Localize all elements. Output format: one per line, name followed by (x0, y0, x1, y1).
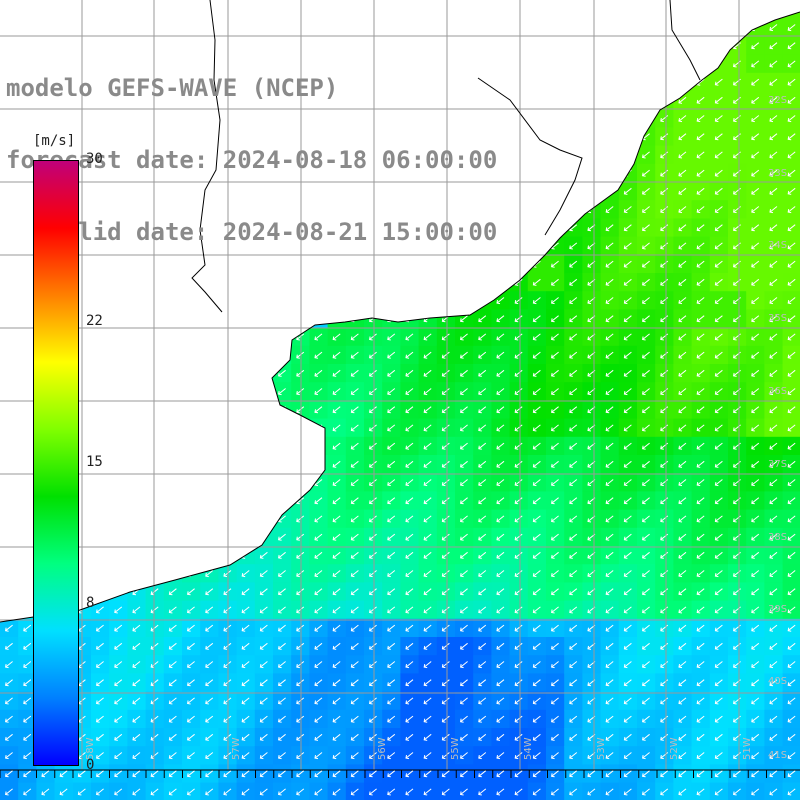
title-model: modelo GEFS-WAVE (NCEP) (6, 74, 339, 102)
wind-cell (782, 782, 800, 800)
lon-label: 52W (669, 737, 680, 760)
lon-label: 53W (596, 737, 607, 760)
lon-label: 55W (450, 737, 461, 760)
lat-label: 33S (768, 168, 787, 179)
lat-label: 34S (768, 240, 787, 251)
title-valid-date: valid date: 2024-08-21 15:00:00 (6, 218, 498, 246)
lat-label: 37S (768, 459, 787, 470)
lon-label: 54W (523, 737, 534, 760)
legend-tick-label: 8 (86, 595, 95, 612)
lat-label: 36S (768, 386, 787, 397)
lat-label: 32S (768, 95, 787, 106)
map-title: modelo GEFS-WAVE (NCEP) forecast date: 2… (6, 28, 497, 268)
title-forecast-date: forecast date: 2024-08-18 06:00:00 (6, 146, 498, 174)
lat-label: 35S (768, 313, 787, 324)
legend-tick-label: 15 (86, 454, 103, 470)
lon-label: 57W (231, 737, 242, 760)
lon-label: 51W (742, 737, 753, 760)
legend-tick-label: 0 (86, 757, 95, 773)
legend-tick-label: 22 (86, 312, 103, 329)
lon-label: 56W (377, 737, 388, 760)
lat-label: 39S (768, 604, 787, 615)
lat-label: 41S (768, 750, 787, 761)
lat-label: 38S (768, 532, 787, 543)
lat-label: 40S (768, 676, 787, 687)
legend-tick-label: 30 (86, 151, 103, 167)
legend-unit: [m/s] (33, 133, 76, 149)
color-scale-bar (33, 160, 79, 766)
